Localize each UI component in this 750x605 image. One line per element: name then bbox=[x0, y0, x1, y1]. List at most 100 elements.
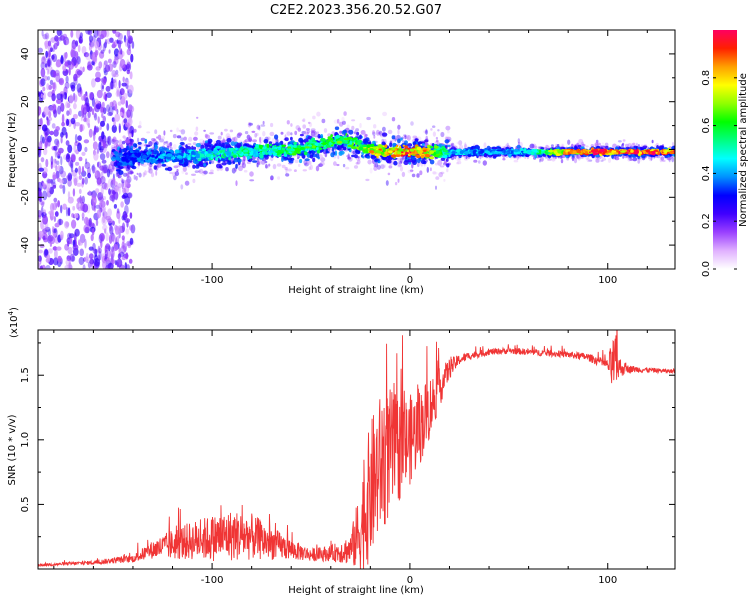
heatmap-cell bbox=[138, 172, 142, 178]
heatmap-cell bbox=[338, 151, 343, 156]
heatmap-cell bbox=[305, 148, 308, 152]
heatmap-cell bbox=[55, 165, 58, 172]
heatmap-cell bbox=[81, 46, 87, 54]
heatmap-cell bbox=[126, 48, 132, 56]
heatmap-cell bbox=[151, 138, 156, 142]
heatmap-cell bbox=[582, 143, 586, 147]
heatmap-cell bbox=[411, 173, 416, 178]
heatmap-cell bbox=[144, 170, 147, 176]
heatmap-cell bbox=[81, 177, 85, 185]
heatmap-cell bbox=[119, 88, 125, 96]
heatmap-cell bbox=[374, 159, 378, 162]
heatmap-cell bbox=[459, 145, 464, 150]
heatmap-cell bbox=[435, 185, 437, 190]
heatmap-cell bbox=[101, 101, 105, 109]
heatmap-cell bbox=[293, 169, 297, 173]
heatmap-cell bbox=[112, 30, 117, 34]
heatmap-cell bbox=[60, 30, 63, 37]
heatmap-cell bbox=[142, 163, 147, 167]
heatmap-cell bbox=[402, 144, 405, 147]
heatmap-cell bbox=[197, 170, 201, 173]
heatmap-cell bbox=[81, 151, 86, 156]
heatmap-cell bbox=[91, 195, 97, 206]
heatmap-cell bbox=[39, 197, 43, 203]
heatmap-cell bbox=[118, 166, 124, 169]
heatmap-cell bbox=[96, 127, 99, 133]
heatmap-cell bbox=[310, 131, 316, 137]
heatmap-cell bbox=[91, 108, 95, 116]
heatmap-cell bbox=[103, 60, 108, 66]
heatmap-cell bbox=[604, 142, 609, 147]
heatmap-cell bbox=[53, 197, 58, 203]
heatmap-cell bbox=[52, 246, 58, 251]
heatmap-cell bbox=[112, 177, 116, 185]
heatmap-cell bbox=[281, 156, 284, 162]
heatmap-cell bbox=[165, 140, 169, 145]
heatmap-cell bbox=[57, 150, 61, 156]
heatmap-cell bbox=[542, 153, 547, 157]
heatmap-cell bbox=[116, 235, 120, 245]
heatmap-cell bbox=[57, 105, 62, 115]
heatmap-cell bbox=[92, 248, 99, 254]
heatmap-cell bbox=[257, 160, 261, 165]
heatmap-cell bbox=[547, 158, 552, 161]
heatmap-cell bbox=[661, 159, 666, 162]
heatmap-cell bbox=[440, 157, 446, 161]
heatmap-cell bbox=[169, 129, 173, 133]
heatmap-cell bbox=[550, 144, 554, 148]
heatmap-cell bbox=[493, 147, 499, 150]
heatmap-cell bbox=[147, 170, 151, 173]
heatmap-cell bbox=[78, 239, 81, 246]
heatmap-cell bbox=[290, 132, 293, 136]
heatmap-cell bbox=[590, 144, 594, 147]
heatmap-cell bbox=[100, 30, 107, 38]
heatmap-cell bbox=[38, 190, 43, 198]
heatmap-cell bbox=[319, 161, 325, 166]
heatmap-cell bbox=[380, 164, 385, 170]
heatmap-cell bbox=[269, 143, 272, 147]
heatmap-cell bbox=[308, 122, 313, 128]
heatmap-cell bbox=[447, 129, 450, 134]
heatmap-cell bbox=[100, 82, 105, 92]
heatmap-cell bbox=[393, 160, 398, 166]
heatmap-cell bbox=[382, 111, 388, 117]
heatmap-cell bbox=[439, 165, 445, 168]
heatmap-cell bbox=[129, 105, 135, 113]
heatmap-cell bbox=[161, 136, 165, 140]
heatmap-cell bbox=[54, 35, 59, 42]
heatmap-cell bbox=[118, 162, 123, 166]
heatmap-cell bbox=[61, 113, 65, 124]
heatmap-cell bbox=[334, 126, 340, 131]
heatmap-cell bbox=[192, 142, 197, 146]
heatmap-cell bbox=[195, 165, 200, 169]
heatmap-cell bbox=[367, 159, 372, 165]
heatmap-cell bbox=[127, 173, 130, 179]
heatmap-cell bbox=[104, 228, 107, 234]
heatmap-cell bbox=[110, 248, 115, 258]
heatmap-cell bbox=[385, 158, 391, 163]
heatmap-cell bbox=[41, 124, 48, 132]
heatmap-cell bbox=[169, 144, 173, 147]
heatmap-cell bbox=[387, 129, 393, 135]
heatmap-cell bbox=[92, 164, 96, 174]
heatmap-cell bbox=[325, 148, 328, 154]
heatmap-cell bbox=[322, 147, 327, 150]
heatmap-cell bbox=[270, 177, 274, 181]
heatmap-cell bbox=[567, 139, 571, 145]
heatmap-cell bbox=[109, 37, 114, 43]
heatmap-cell bbox=[54, 249, 58, 259]
heatmap-cell bbox=[130, 224, 136, 234]
heatmap-cell bbox=[43, 225, 48, 231]
heatmap-cell bbox=[375, 129, 380, 136]
heatmap-cell bbox=[60, 170, 67, 178]
heatmap-cell bbox=[114, 152, 119, 157]
heatmap-cell bbox=[100, 78, 104, 83]
heatmap-cell bbox=[294, 130, 298, 136]
heatmap-cell bbox=[65, 39, 70, 45]
heatmap-cell bbox=[82, 107, 88, 115]
heatmap-cell bbox=[356, 159, 361, 165]
heatmap-cell bbox=[105, 232, 109, 242]
heatmap-cell bbox=[47, 44, 52, 52]
heatmap-cell bbox=[228, 157, 231, 161]
heatmap-cell bbox=[113, 73, 119, 78]
